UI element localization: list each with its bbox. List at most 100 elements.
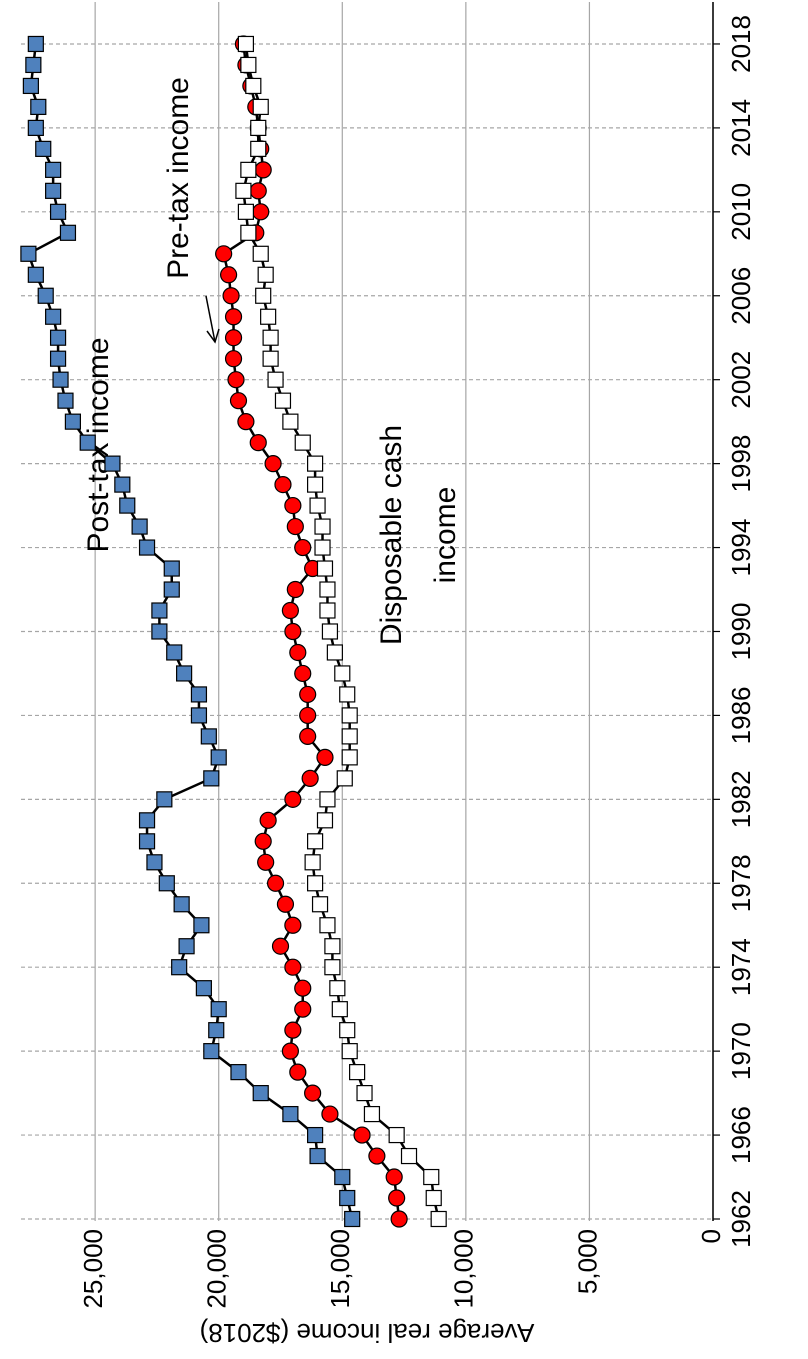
annotation-arrow	[205, 295, 216, 343]
y-tick-label: 5,000	[572, 1229, 602, 1294]
marker	[45, 308, 62, 325]
marker	[284, 790, 302, 808]
marker	[294, 979, 312, 997]
marker	[307, 875, 324, 892]
marker	[289, 643, 307, 662]
marker	[294, 1000, 312, 1018]
marker	[240, 224, 257, 241]
marker	[146, 854, 163, 871]
annotation-disposable: Disposable cash income	[375, 424, 462, 646]
marker	[294, 664, 312, 683]
marker	[59, 224, 77, 241]
marker	[22, 77, 39, 95]
marker	[316, 812, 334, 829]
marker	[304, 1084, 322, 1102]
marker	[430, 1210, 447, 1228]
marker	[319, 581, 336, 598]
marker	[240, 161, 257, 178]
y-tick-label: 25,000	[78, 1229, 108, 1309]
marker	[224, 329, 243, 347]
marker	[249, 434, 267, 452]
marker	[276, 895, 295, 913]
marker	[193, 917, 210, 934]
marker	[356, 1085, 373, 1102]
marker	[104, 455, 121, 472]
marker	[284, 1021, 302, 1039]
marker	[208, 1022, 225, 1039]
marker	[229, 392, 248, 410]
marker	[252, 245, 269, 262]
marker	[363, 1105, 381, 1123]
marker	[259, 811, 277, 829]
marker	[319, 917, 336, 934]
marker	[176, 665, 193, 682]
marker	[400, 1147, 418, 1165]
marker	[254, 832, 272, 850]
marker	[304, 854, 321, 871]
marker	[250, 119, 267, 136]
marker	[49, 329, 67, 346]
marker	[237, 35, 254, 53]
marker	[237, 413, 255, 431]
y-tick-label: 20,000	[202, 1229, 232, 1309]
arrow-head	[206, 328, 220, 344]
marker	[368, 1147, 386, 1165]
marker	[45, 161, 62, 178]
marker	[35, 140, 52, 157]
marker	[27, 266, 44, 283]
marker	[257, 266, 274, 283]
marker	[260, 308, 277, 325]
marker	[227, 371, 245, 389]
marker	[37, 287, 54, 304]
marker	[203, 770, 220, 787]
marker	[30, 98, 47, 116]
marker	[52, 371, 69, 388]
marker	[299, 706, 317, 725]
marker	[138, 812, 156, 829]
marker	[245, 77, 262, 95]
marker	[299, 727, 317, 745]
marker	[240, 56, 257, 74]
marker	[27, 119, 44, 136]
marker	[49, 203, 67, 220]
marker	[341, 707, 358, 724]
marker	[230, 1064, 247, 1081]
marker	[267, 371, 284, 388]
y-axis-title: Average real income ($2018)	[200, 1318, 535, 1348]
marker	[190, 707, 208, 724]
marker	[286, 580, 304, 599]
annotation-pre-tax: Pre-tax income	[162, 77, 195, 279]
marker	[257, 853, 275, 871]
x-tick-label: 1998	[726, 435, 756, 493]
marker	[274, 476, 292, 494]
marker	[264, 455, 282, 473]
marker	[274, 392, 292, 409]
x-tick-label: 1962	[726, 1190, 756, 1248]
marker	[79, 434, 96, 451]
marker	[319, 602, 336, 619]
marker	[324, 938, 341, 955]
marker	[262, 329, 279, 346]
marker	[235, 182, 252, 199]
x-tick-label: 1974	[726, 938, 756, 996]
marker	[319, 791, 336, 808]
marker	[166, 644, 183, 661]
annotation-disposable-box: Disposable cash income	[375, 424, 462, 646]
marker	[156, 791, 173, 808]
marker	[294, 434, 311, 451]
marker	[57, 392, 74, 409]
marker	[190, 686, 208, 703]
marker	[316, 748, 334, 766]
marker	[249, 182, 267, 200]
x-tick-label: 1982	[726, 770, 756, 828]
marker	[266, 874, 285, 892]
marker	[210, 749, 227, 766]
marker	[224, 350, 243, 368]
marker	[262, 350, 279, 367]
marker	[294, 538, 312, 557]
marker	[331, 1001, 348, 1018]
marker	[284, 622, 302, 641]
marker	[158, 875, 175, 892]
marker	[289, 1063, 307, 1081]
marker	[334, 665, 351, 682]
